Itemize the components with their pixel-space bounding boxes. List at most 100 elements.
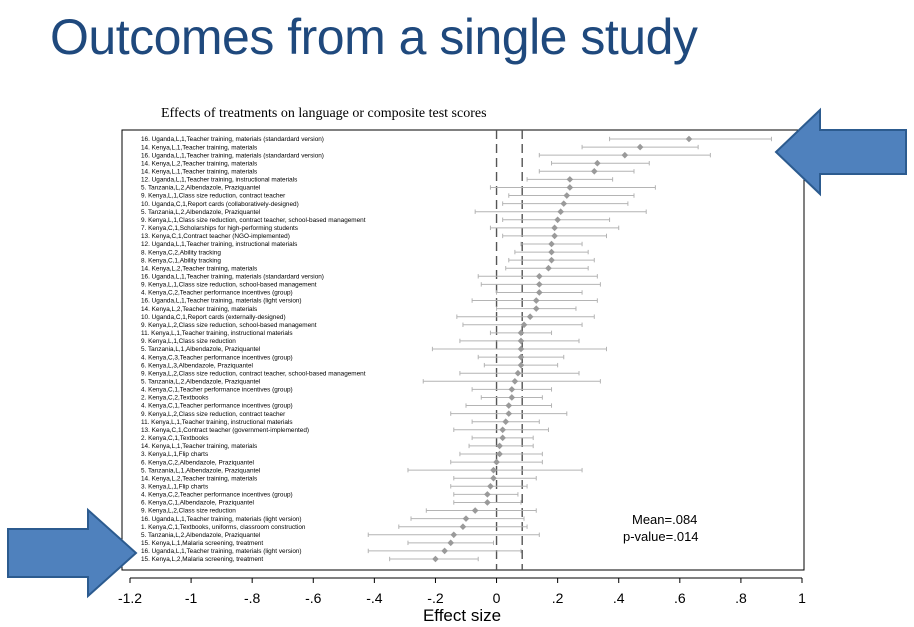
study-label: 16. Uganda,L,1,Teacher training, materia… xyxy=(141,274,324,281)
point-estimate xyxy=(502,418,510,425)
point-estimate xyxy=(557,208,564,215)
study-label: 16. Uganda,L,1,Teacher training, materia… xyxy=(141,516,302,523)
study-label: 6. Kenya,L,3,Albendazole, Praziquantel xyxy=(141,362,253,369)
highlight-arrows xyxy=(7,107,907,599)
point-estimate xyxy=(517,353,525,361)
point-estimate xyxy=(462,515,470,522)
study-label: 14. Kenya,L,2,Teacher training, material… xyxy=(141,265,257,272)
x-tick-label: .4 xyxy=(613,590,625,606)
point-estimate xyxy=(536,289,543,296)
study-label: 4. Kenya,C,2,Teacher performance incenti… xyxy=(141,492,293,499)
study-label: 2. Kenya,C,1,Textbooks xyxy=(141,435,209,442)
x-tick-label: -.4 xyxy=(366,590,383,606)
study-label: 11. Kenya,L,1,Teacher training, instruct… xyxy=(141,419,293,426)
point-estimate xyxy=(484,499,491,506)
x-tick-label: .6 xyxy=(674,590,686,606)
study-label: 5. Tanzania,L,1,Albendazole, Praziquante… xyxy=(141,467,260,474)
bottom-arrow-icon xyxy=(7,507,138,599)
point-estimate xyxy=(594,159,601,167)
top-arrow-icon xyxy=(774,107,907,197)
point-estimate xyxy=(441,547,448,555)
point-estimate xyxy=(590,168,598,175)
point-estimate xyxy=(532,297,540,304)
confidence-intervals xyxy=(367,136,772,562)
study-label: 5. Tanzania,L,2,Albendazole, Praziquante… xyxy=(141,209,260,216)
point-estimate xyxy=(520,321,528,329)
study-label: 10. Uganda,C,1,Report cards (externally-… xyxy=(141,314,286,321)
point-estimate xyxy=(517,345,525,353)
point-estimate xyxy=(563,192,571,199)
x-tick-label: .2 xyxy=(552,590,564,606)
point-estimate xyxy=(490,474,497,482)
pvalue-annotation: p-value=.014 xyxy=(623,529,699,544)
study-label: 15. Kenya,L,2,Malaria screening, treatme… xyxy=(141,556,263,563)
point-estimate xyxy=(496,442,503,450)
study-label: 3. Kenya,L,1,Flip charts xyxy=(141,484,208,491)
study-label: 14. Kenya,L,2,Teacher training, material… xyxy=(141,475,257,482)
x-axis-title: Effect size xyxy=(423,606,501,625)
study-label: 16. Uganda,L,1,Teacher training, materia… xyxy=(141,298,302,305)
point-estimate xyxy=(536,273,543,280)
study-label: 14. Kenya,L,1,Teacher training, material… xyxy=(141,443,257,450)
study-label: 9. Kenya,L,1,Class size reduction, contr… xyxy=(141,193,286,200)
point-estimate xyxy=(685,135,693,143)
study-label: 4. Kenya,C,1,Teacher performance incenti… xyxy=(141,387,293,394)
x-axis: -1.2 -1 -.8 -.6 -.4 -.2 0 .2 .4 .6 .8 1 xyxy=(118,577,806,606)
study-labels: 16. Uganda,L,1,Teacher training, materia… xyxy=(141,136,366,563)
point-estimate xyxy=(450,531,458,539)
point-estimate xyxy=(545,264,552,272)
study-label: 4. Kenya,C,1,Teacher performance incenti… xyxy=(141,403,293,410)
point-estimate xyxy=(508,386,516,393)
x-tick-label: -1.2 xyxy=(118,590,142,606)
point-estimate xyxy=(566,184,574,191)
study-label: 14. Kenya,L,2,Teacher training, material… xyxy=(141,160,257,167)
point-estimate xyxy=(487,483,494,490)
study-label: 9. Kenya,L,2,Class size reduction, schoo… xyxy=(141,322,317,329)
study-label: 16. Uganda,L,1,Teacher training, materia… xyxy=(141,548,302,555)
point-estimate xyxy=(526,313,534,320)
x-tick-label: 1 xyxy=(798,590,806,606)
study-label: 5. Tanzania,L,2,Albendazole, Praziquante… xyxy=(141,379,260,386)
point-estimate xyxy=(566,176,574,183)
study-label: 12. Uganda,L,1,Teacher training, instruc… xyxy=(141,241,297,248)
point-estimate xyxy=(499,426,506,434)
point-estimate xyxy=(532,305,540,312)
point-estimate xyxy=(548,256,555,264)
study-label: 8. Kenya,C,2,Ability tracking xyxy=(141,249,221,256)
x-tick-label: -.6 xyxy=(305,590,322,606)
study-label: 4. Kenya,C,2,Teacher performance incenti… xyxy=(141,290,293,297)
point-estimate xyxy=(536,281,543,288)
study-label: 1. Kenya,C,1,Textbooks, uniforms, classr… xyxy=(141,524,306,531)
point-estimate xyxy=(554,216,561,224)
point-estimate xyxy=(517,337,525,345)
point-estimate xyxy=(511,378,519,385)
study-label: 3. Kenya,L,1,Flip charts xyxy=(141,451,208,458)
x-tick-label: .8 xyxy=(735,590,747,606)
study-label: 11. Kenya,L,1,Teacher training, instruct… xyxy=(141,330,293,337)
point-estimate xyxy=(508,394,516,401)
study-label: 9. Kenya,L,2,Class size reduction, contr… xyxy=(141,411,286,418)
point-estimate xyxy=(484,491,491,498)
point-estimate xyxy=(432,555,439,563)
study-label: 14. Kenya,L,2,Teacher training, material… xyxy=(141,306,257,313)
study-label: 9. Kenya,L,1,Class size reduction, contr… xyxy=(141,217,366,224)
study-label: 9. Kenya,L,1,Class size reduction xyxy=(141,338,236,345)
plot-frame xyxy=(121,129,805,571)
study-label: 7. Kenya,C,1,Scholarships for high-perfo… xyxy=(141,225,298,232)
point-estimate xyxy=(471,507,479,514)
point-estimate xyxy=(514,369,522,377)
point-estimate xyxy=(560,200,568,207)
point-estimate xyxy=(636,143,644,151)
study-label: 15. Kenya,L,1,Malaria screening, treatme… xyxy=(141,540,263,547)
study-label: 4. Kenya,C,3,Teacher performance incenti… xyxy=(141,354,293,361)
point-estimate xyxy=(447,539,455,547)
study-label: 14. Kenya,L,1,Teacher training, material… xyxy=(141,169,257,176)
study-label: 2. Kenya,C,2,Textbooks xyxy=(141,395,209,402)
study-label: 5. Tanzania,L,2,Albendazole, Praziquante… xyxy=(141,185,260,192)
study-label: 13. Kenya,C,1,Contract teacher (NGO-impl… xyxy=(141,233,290,240)
study-label: 6. Kenya,C,2,Albendazole, Praziquantel xyxy=(141,459,254,466)
study-label: 6. Kenya,C,1,Albendazole, Praziquantel xyxy=(141,500,254,507)
point-estimate xyxy=(505,410,513,417)
point-estimate xyxy=(490,466,497,474)
